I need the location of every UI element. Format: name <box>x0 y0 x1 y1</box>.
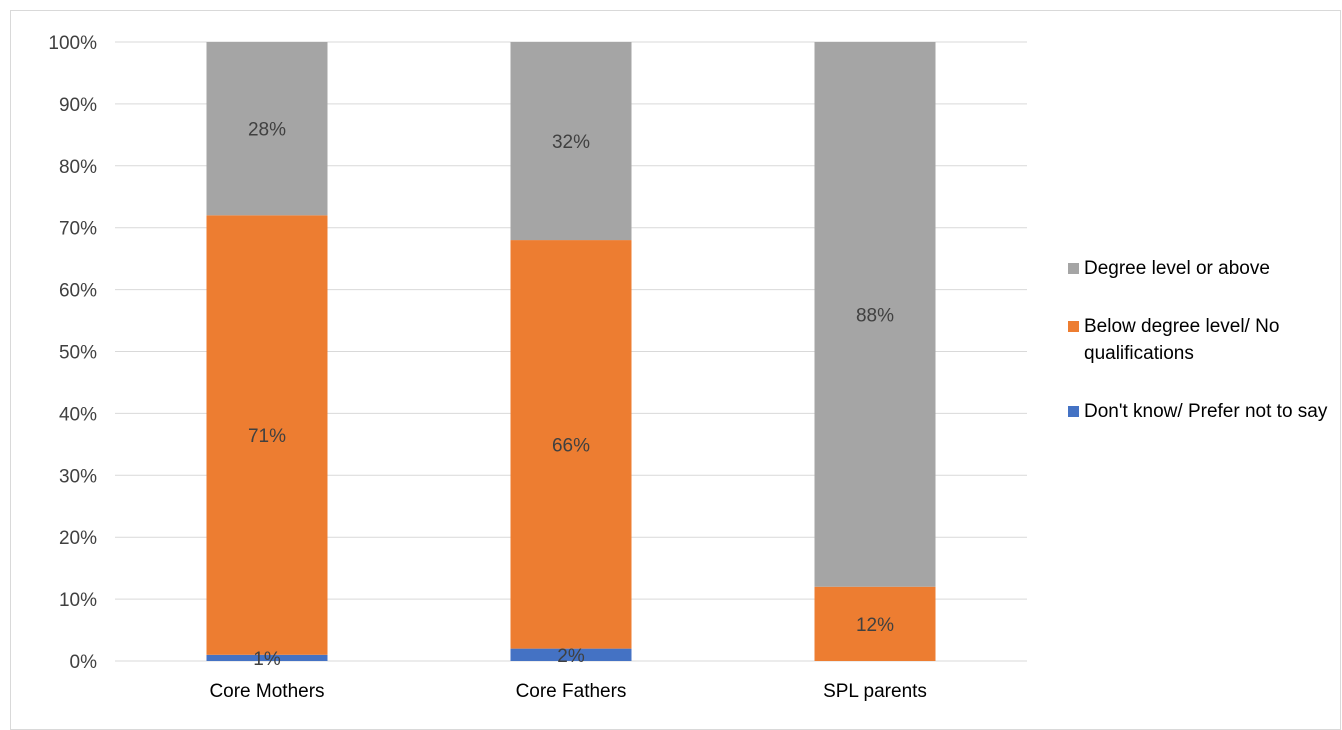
y-tick-label: 30% <box>59 466 97 487</box>
legend-swatch <box>1068 406 1079 417</box>
y-tick-label: 70% <box>59 219 97 240</box>
x-category-label: Core Fathers <box>516 681 627 702</box>
legend-item: Below degree level/ No qualifications <box>1068 313 1338 367</box>
y-tick-label: 100% <box>48 33 97 54</box>
y-tick-label: 0% <box>70 652 98 673</box>
y-axis: 0% 10% 20% 30% 40% 50% 60% 70% 80% 90% 100% <box>48 33 1027 673</box>
bar-segment <box>510 648 632 661</box>
legend-label: Degree level or above <box>1084 258 1270 279</box>
bar-segment <box>206 215 328 655</box>
data-label: 71% <box>248 426 286 447</box>
bar-segment <box>206 42 328 216</box>
y-tick-label: 10% <box>59 590 97 611</box>
legend-item: Don't know/ Prefer not to say <box>1068 398 1338 425</box>
y-tick-label: 90% <box>59 95 97 116</box>
x-axis: Core Mothers Core Fathers SPL parents <box>209 681 926 702</box>
legend: Degree level or above Below degree level/… <box>1068 255 1338 456</box>
data-label: 1% <box>253 649 281 670</box>
x-category-label: Core Mothers <box>209 681 324 702</box>
y-tick-label: 20% <box>59 528 97 549</box>
bar-segment <box>510 240 632 649</box>
y-tick-label: 80% <box>59 157 97 178</box>
stacked-bar-chart: 0% 10% 20% 30% 40% 50% 60% 70% 80% 90% 100% Core M… <box>48 33 1027 702</box>
y-tick-label: 50% <box>59 343 97 364</box>
legend-label: Don't know/ Prefer not to say <box>1084 401 1328 422</box>
data-label: 2% <box>557 646 585 667</box>
data-label: 32% <box>552 132 590 153</box>
data-label: 88% <box>856 305 894 326</box>
legend-item: Degree level or above <box>1068 255 1338 282</box>
data-label: 12% <box>856 615 894 636</box>
data-label: 66% <box>552 435 590 456</box>
legend-label: Below degree level/ No qualifications <box>1084 316 1280 364</box>
legend-swatch <box>1068 321 1079 332</box>
data-labels: 1% 71% 28% 2% 66% 32% 12% 88% <box>248 120 894 670</box>
legend-swatch <box>1068 263 1079 274</box>
y-tick-label: 60% <box>59 281 97 302</box>
bar-segment <box>510 42 632 241</box>
bar-segment <box>206 654 328 661</box>
bars <box>206 42 936 661</box>
x-category-label: SPL parents <box>823 681 927 702</box>
y-tick-label: 40% <box>59 404 97 425</box>
bar-segment <box>814 42 936 587</box>
data-label: 28% <box>248 120 286 141</box>
bar-segment <box>814 586 936 661</box>
